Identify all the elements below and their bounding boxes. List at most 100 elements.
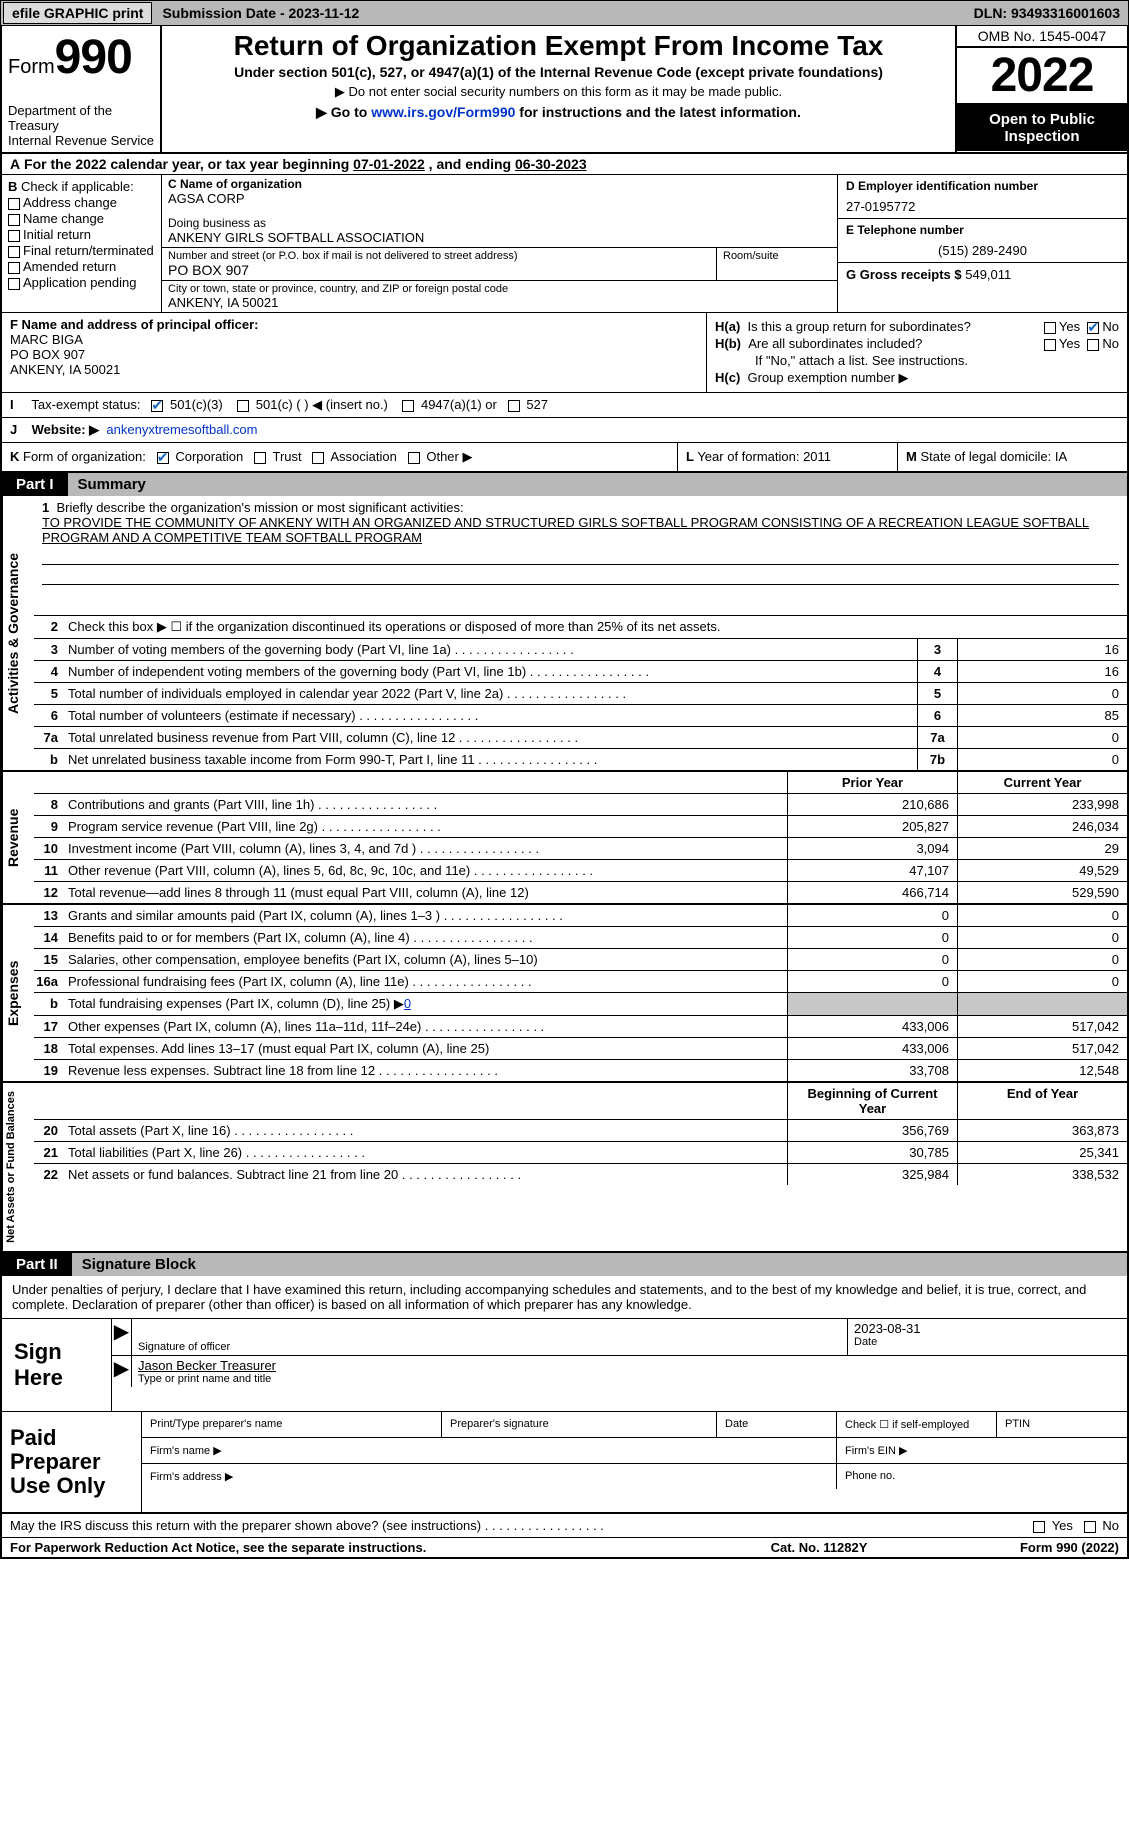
sig-date-label: Date [854, 1336, 1121, 1348]
form-id-block: Form990 Department of the Treasury Inter… [2, 26, 162, 152]
prep-sig-hdr: Preparer's signature [442, 1412, 717, 1437]
discuss-yes[interactable] [1033, 1521, 1045, 1533]
chk-other[interactable] [408, 452, 420, 464]
line-16a: 16aProfessional fundraising fees (Part I… [34, 970, 1127, 992]
chk-amended-return[interactable]: Amended return [8, 259, 155, 274]
form-title: Return of Organization Exempt From Incom… [170, 30, 947, 62]
sign-here-block: Sign Here ▶ Signature of officer 2023-08… [2, 1319, 1127, 1412]
city-cell: City or town, state or province, country… [162, 281, 837, 312]
officer-name: Jason Becker Treasurer [138, 1358, 1121, 1373]
room-suite-cell: Room/suite [717, 248, 837, 280]
line-15: 15Salaries, other compensation, employee… [34, 948, 1127, 970]
tax-year: 2022 [957, 48, 1127, 105]
perjury-declaration: Under penalties of perjury, I declare th… [2, 1276, 1127, 1319]
row-j-website: J Website: ▶ ankenyxtremesoftball.com [2, 418, 1127, 443]
dept-treasury: Department of the Treasury [8, 103, 154, 133]
row-a-tax-year: A For the 2022 calendar year, or tax yea… [2, 154, 1127, 175]
line-7a: 7aTotal unrelated business revenue from … [34, 726, 1127, 748]
submission-date: Submission Date - 2023-11-12 [154, 5, 367, 21]
irs-form990-link[interactable]: www.irs.gov/Form990 [371, 104, 515, 120]
line-3: 3Number of voting members of the governi… [34, 638, 1127, 660]
org-website-link[interactable]: ankenyxtremesoftball.com [106, 422, 257, 437]
chk-501c3[interactable] [151, 400, 163, 412]
top-toolbar: efile GRAPHIC print Submission Date - 20… [0, 0, 1129, 26]
phone-cell: E Telephone number (515) 289-2490 [838, 219, 1127, 263]
group-return-block: H(a) Is this a group return for subordin… [707, 313, 1127, 392]
col-b-checkboxes: B Check if applicable: Address change Na… [2, 175, 162, 312]
sign-arrow-icon: ▶ [112, 1319, 132, 1355]
begin-end-header: Beginning of Current Year End of Year [34, 1083, 1127, 1119]
discuss-no[interactable] [1084, 1521, 1096, 1533]
firm-name: Firm's name ▶ [142, 1438, 837, 1463]
chk-501c[interactable] [237, 400, 249, 412]
chk-final-return[interactable]: Final return/terminated [8, 243, 155, 258]
chk-association[interactable] [312, 452, 324, 464]
part2-header: Part II Signature Block [2, 1253, 1127, 1276]
line-2: 2 Check this box ▶ ☐ if the organization… [34, 615, 1127, 638]
line-6: 6Total number of volunteers (estimate if… [34, 704, 1127, 726]
line-19: 19Revenue less expenses. Subtract line 1… [34, 1059, 1127, 1081]
chk-initial-return[interactable]: Initial return [8, 227, 155, 242]
row-i-tax-status: I Tax-exempt status: 501(c)(3) 501(c) ( … [2, 393, 1127, 418]
prep-name-hdr: Print/Type preparer's name [142, 1412, 442, 1437]
ssn-note: ▶ Do not enter social security numbers o… [170, 84, 947, 100]
org-name-cell: C Name of organization AGSA CORP Doing b… [162, 175, 837, 248]
irs-discuss-question: May the IRS discuss this return with the… [2, 1514, 1127, 1538]
prior-curr-header: Prior Year Current Year [34, 772, 1127, 793]
line-4: 4Number of independent voting members of… [34, 660, 1127, 682]
prep-ptin-hdr: PTIN [997, 1412, 1127, 1437]
part1-header: Part I Summary [2, 473, 1127, 496]
irs-label: Internal Revenue Service [8, 133, 154, 148]
prep-date-hdr: Date [717, 1412, 837, 1437]
line-11: 11Other revenue (Part VIII, column (A), … [34, 859, 1127, 881]
line-7b: bNet unrelated business taxable income f… [34, 748, 1127, 770]
line-22: 22Net assets or fund balances. Subtract … [34, 1163, 1127, 1185]
hb-no[interactable] [1087, 339, 1099, 351]
chk-trust[interactable] [254, 452, 266, 464]
firm-address: Firm's address ▶ [142, 1464, 837, 1489]
paid-preparer-block: Paid Preparer Use Only Print/Type prepar… [2, 1412, 1127, 1515]
chk-4947[interactable] [402, 400, 414, 412]
ha-no[interactable] [1087, 322, 1099, 334]
street-cell: Number and street (or P.O. box if mail i… [162, 248, 717, 280]
line-17: 17Other expenses (Part IX, column (A), l… [34, 1015, 1127, 1037]
prep-selfemp-hdr: Check ☐ if self-employed [837, 1412, 997, 1437]
form-number: 990 [55, 31, 132, 84]
ha-yes[interactable] [1044, 322, 1056, 334]
omb-number: OMB No. 1545-0047 [957, 26, 1127, 48]
chk-name-change[interactable]: Name change [8, 211, 155, 226]
vside-netassets: Net Assets or Fund Balances [2, 1083, 34, 1251]
efile-print-button[interactable]: efile GRAPHIC print [3, 2, 152, 24]
line-14: 14Benefits paid to or for members (Part … [34, 926, 1127, 948]
sig-date: 2023-08-31 [854, 1321, 1121, 1336]
chk-corporation[interactable] [157, 452, 169, 464]
row-k-lm: K Form of organization: Corporation Trus… [2, 443, 1127, 473]
open-to-public: Open to Public Inspection [957, 105, 1127, 151]
line-10: 10Investment income (Part VIII, column (… [34, 837, 1127, 859]
ein-cell: D Employer identification number 27-0195… [838, 175, 1127, 219]
website-note: ▶ Go to www.irs.gov/Form990 for instruct… [170, 104, 947, 121]
line-8: 8Contributions and grants (Part VIII, li… [34, 793, 1127, 815]
form-subtitle: Under section 501(c), 527, or 4947(a)(1)… [170, 64, 947, 80]
vside-expenses: Expenses [2, 905, 34, 1081]
vside-revenue: Revenue [2, 772, 34, 903]
line-21: 21Total liabilities (Part X, line 26)30,… [34, 1141, 1127, 1163]
line-16b: b Total fundraising expenses (Part IX, c… [34, 992, 1127, 1015]
chk-application-pending[interactable]: Application pending [8, 275, 155, 290]
hb-yes[interactable] [1044, 339, 1056, 351]
officer-name-label: Type or print name and title [138, 1373, 1121, 1385]
mission-block: 1 Briefly describe the organization's mi… [34, 496, 1127, 615]
line-5: 5Total number of individuals employed in… [34, 682, 1127, 704]
line-13: 13Grants and similar amounts paid (Part … [34, 905, 1127, 926]
line-18: 18Total expenses. Add lines 13–17 (must … [34, 1037, 1127, 1059]
dln: DLN: 93493316001603 [974, 5, 1128, 21]
gross-receipts-cell: G Gross receipts $ 549,011 [838, 263, 1127, 286]
form-header: Form990 Department of the Treasury Inter… [2, 26, 1127, 154]
form-word: Form [8, 56, 55, 78]
vside-activities: Activities & Governance [2, 496, 34, 770]
firm-phone: Phone no. [837, 1464, 1127, 1489]
chk-address-change[interactable]: Address change [8, 195, 155, 210]
chk-527[interactable] [508, 400, 520, 412]
page-footer: For Paperwork Reduction Act Notice, see … [2, 1538, 1127, 1557]
line-20: 20Total assets (Part X, line 16)356,7693… [34, 1119, 1127, 1141]
